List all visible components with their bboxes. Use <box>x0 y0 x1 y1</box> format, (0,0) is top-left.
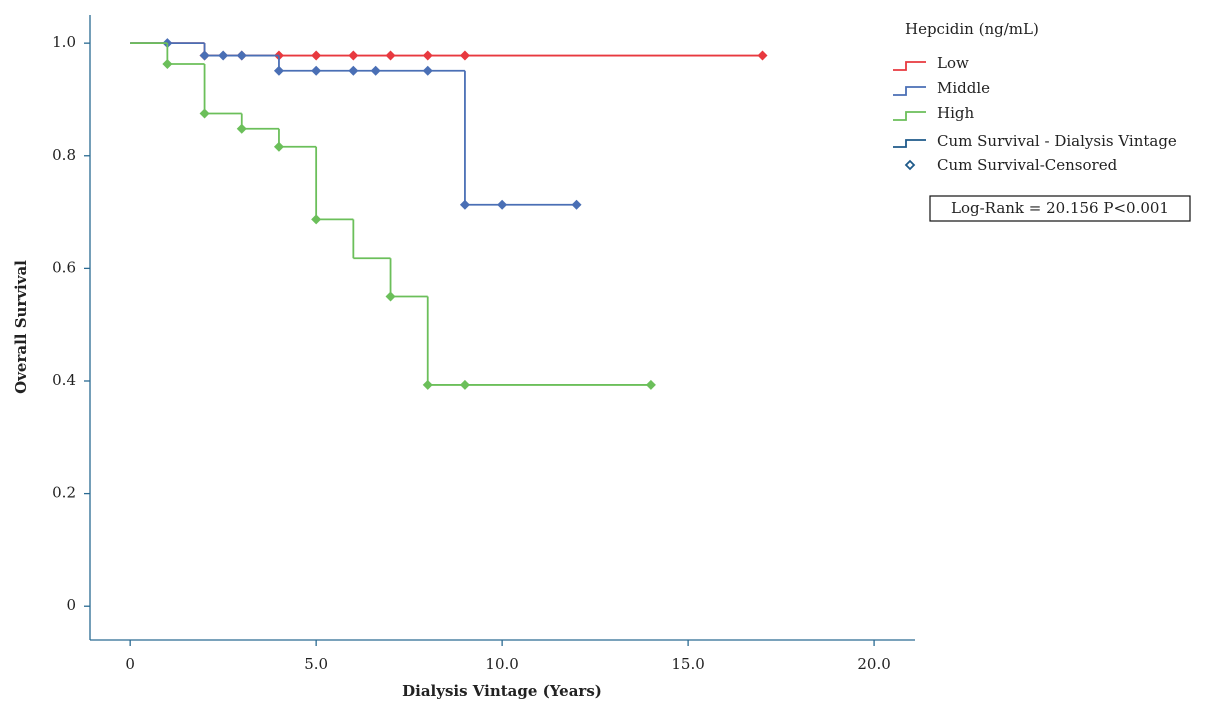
censored-marker <box>199 108 210 119</box>
censored-marker <box>422 65 433 76</box>
annotation: Log-Rank = 20.156 P<0.001 <box>951 199 1169 217</box>
censored-marker <box>236 50 247 61</box>
censored-marker <box>571 199 582 210</box>
legend-title: Hepcidin (ng/mL) <box>905 20 1039 38</box>
censored-marker <box>757 50 768 61</box>
censored-marker <box>385 50 396 61</box>
annotation-box <box>929 195 1191 222</box>
legend-icon <box>893 86 926 96</box>
censored-marker <box>273 65 284 76</box>
x-tick-label: 5.0 <box>304 655 328 673</box>
x-axis-label: Dialysis Vintage (Years) <box>402 682 602 700</box>
censored-marker <box>348 50 359 61</box>
censored-marker <box>459 199 470 210</box>
legend-icon <box>893 139 926 148</box>
censored-marker <box>459 50 470 61</box>
legend-label: Cum Survival - Dialysis Vintage <box>937 132 1177 150</box>
x-tick-label: 20.0 <box>857 655 890 673</box>
censored-marker <box>459 379 470 390</box>
y-tick-label: 0.8 <box>52 146 76 164</box>
y-tick-label: 0.6 <box>52 258 76 276</box>
y-tick-label: 0.4 <box>52 371 76 389</box>
y-tick-label: 0 <box>66 596 76 614</box>
censored-marker <box>311 65 322 76</box>
censored-marker <box>311 50 322 61</box>
censored-marker <box>273 141 284 152</box>
legend-icon <box>893 111 926 121</box>
censored-marker <box>385 291 396 302</box>
legend-label: Middle <box>937 79 990 97</box>
legend-label: Low <box>937 54 969 72</box>
x-tick-label: 15.0 <box>671 655 704 673</box>
censored-marker <box>199 50 210 61</box>
x-tick-label: 0 <box>125 655 135 673</box>
censored-marker <box>311 214 322 225</box>
censored-marker <box>422 50 433 61</box>
censored-marker <box>236 123 247 134</box>
censored-marker <box>497 199 508 210</box>
x-tick-label: 10.0 <box>485 655 518 673</box>
censored-marker <box>422 379 433 390</box>
legend-icon <box>904 159 916 171</box>
censored-marker <box>218 50 229 61</box>
censored-marker <box>645 379 656 390</box>
censored-marker <box>370 65 381 76</box>
y-tick-label: 1.0 <box>52 33 76 51</box>
censored-marker <box>162 58 173 69</box>
legend-label: High <box>937 104 974 122</box>
y-axis-label: Overall Survival <box>12 260 30 394</box>
censored-marker <box>348 65 359 76</box>
legend-icon <box>893 61 926 71</box>
legend-label: Cum Survival-Censored <box>937 156 1118 174</box>
y-tick-label: 0.2 <box>52 484 76 502</box>
